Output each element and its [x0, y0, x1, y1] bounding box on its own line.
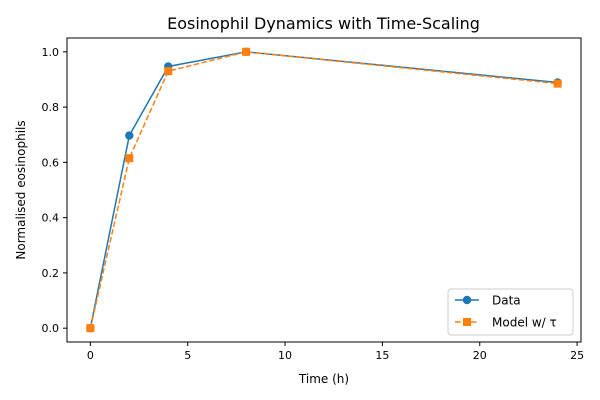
- y-axis: 0.0 0.2 0.4 0.6 0.8 1.0: [42, 46, 67, 335]
- y-axis-label: Normalised eosinophils: [14, 120, 28, 259]
- x-tick-label: 0: [87, 349, 94, 362]
- y-tick-label: 1.0: [42, 46, 60, 59]
- legend-box: [447, 288, 574, 336]
- x-tick-label: 15: [375, 349, 389, 362]
- y-tick-label: 0.8: [42, 101, 60, 114]
- model-point: [164, 67, 173, 76]
- x-axis: 0 5 10 15 20 25: [87, 342, 584, 362]
- model-point: [553, 79, 562, 88]
- legend: Data Model w/ τ: [447, 288, 574, 336]
- legend-marker-data: [462, 295, 472, 305]
- x-axis-label: Time (h): [298, 372, 349, 386]
- chart-title: Eosinophil Dynamics with Time-Scaling: [167, 14, 480, 33]
- model-point: [86, 324, 95, 333]
- legend-label-data: Data: [492, 294, 521, 308]
- y-tick-label: 0.6: [42, 156, 60, 169]
- legend-label-model: Model w/ τ: [492, 316, 557, 330]
- plot-frame: [66, 37, 582, 343]
- data-point: [125, 131, 134, 140]
- y-tick-label: 0.4: [42, 212, 60, 225]
- series-layer: [86, 47, 562, 333]
- legend-marker-model: [463, 318, 471, 326]
- series-line-model: [89, 51, 558, 329]
- x-tick-label: 25: [570, 349, 584, 362]
- model-point: [242, 47, 251, 56]
- y-tick-label: 0.0: [42, 322, 60, 335]
- x-tick-label: 5: [184, 349, 191, 362]
- y-tick-label: 0.2: [42, 267, 60, 280]
- model-point: [125, 154, 134, 163]
- x-tick-label: 20: [473, 349, 487, 362]
- x-tick-label: 10: [278, 349, 292, 362]
